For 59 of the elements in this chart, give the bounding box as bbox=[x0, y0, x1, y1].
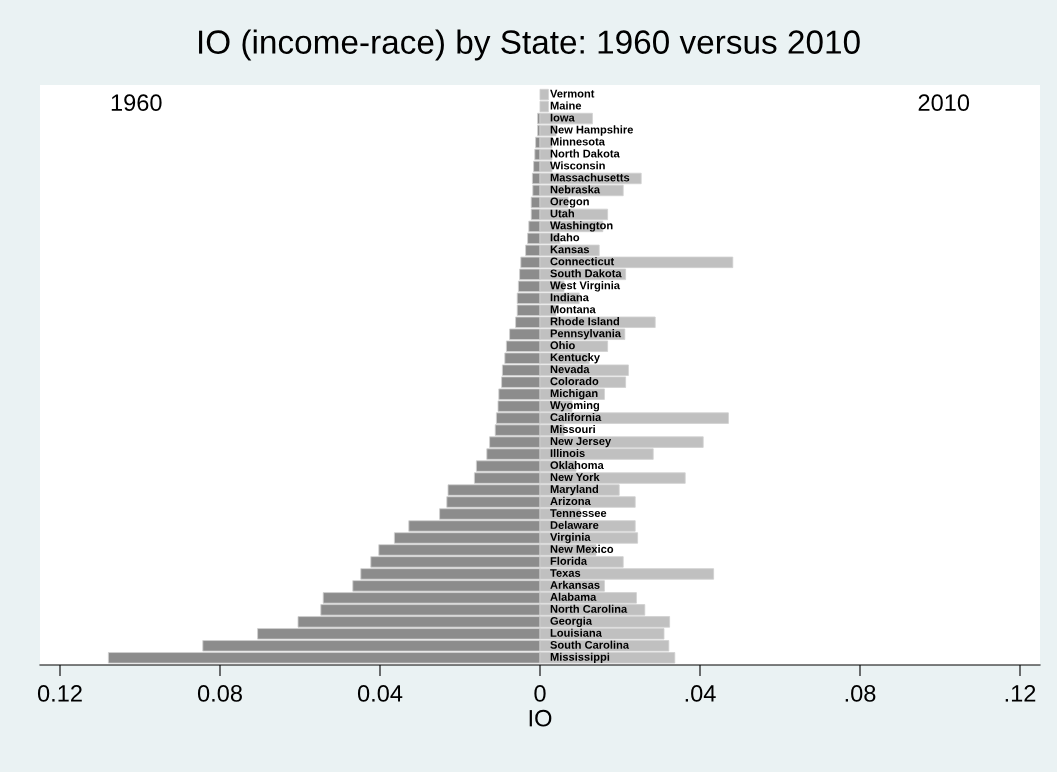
y-tick-label: North Carolina bbox=[550, 604, 628, 613]
y-tick-label: Wisconsin bbox=[550, 161, 605, 170]
y-tick-label: Georgia bbox=[550, 616, 593, 628]
y-tick-label: Delaware bbox=[550, 520, 599, 529]
y-tick-label: Tennessee bbox=[550, 509, 607, 517]
y-tick-label: Colorado bbox=[550, 377, 599, 386]
y-tick-label: Arizona bbox=[550, 496, 591, 506]
y-tick-label: Utah bbox=[550, 209, 574, 218]
y-tick-label: Idaho bbox=[550, 233, 580, 242]
x-tick-label: 0 bbox=[534, 685, 546, 702]
y-tick-label: Texas bbox=[550, 569, 581, 577]
y-tick-label: Nebraska bbox=[550, 185, 601, 194]
y-tick-label: New Hampshire bbox=[550, 125, 633, 136]
y-tick-label: Kentucky bbox=[550, 353, 600, 364]
y-tick-label: Iowa bbox=[550, 113, 575, 122]
y-tick-label: Connecticut bbox=[550, 257, 615, 266]
y-tick-label: Kansas bbox=[550, 245, 590, 254]
chart-title: IO (income-race) by State: 1960 versus 2010 bbox=[199, 29, 860, 61]
y-tick-label: Missouri bbox=[550, 424, 595, 434]
y-tick-label: Washington bbox=[550, 221, 613, 232]
y-tick-label: Vermont bbox=[550, 89, 595, 98]
y-tick-label: Virginia bbox=[550, 532, 591, 544]
y-tick-label: New Jersey bbox=[550, 437, 612, 448]
text: 2010 bbox=[918, 94, 970, 112]
y-tick-label: Mississippi bbox=[550, 652, 610, 663]
y-tick-label: Rhode Island bbox=[550, 317, 620, 326]
y-tick-label: New Mexico bbox=[550, 544, 614, 553]
y-tick-label: North Dakota bbox=[550, 149, 620, 158]
y-tick-label: Oregon bbox=[550, 197, 589, 208]
y-tick-label: New York bbox=[550, 472, 600, 482]
y-tick-label: Ohio bbox=[550, 341, 575, 350]
y-tick-label: Massachusetts bbox=[550, 173, 630, 182]
x-tick-label: 0.04 bbox=[357, 685, 403, 702]
y-tick-label: Alabama bbox=[550, 592, 597, 601]
y-tick-label: Maine bbox=[550, 101, 582, 110]
y-tick-label: Louisiana bbox=[550, 628, 602, 637]
y-tick-label: South Carolina bbox=[550, 640, 630, 649]
y-tick-label: Montana bbox=[550, 305, 596, 314]
y-tick-label: California bbox=[550, 412, 602, 422]
y-tick-label: Oklahoma bbox=[550, 460, 604, 470]
y-tick-label: Michigan bbox=[550, 388, 598, 400]
x-axis-title: IO bbox=[529, 709, 552, 727]
x-tick-label: .08 bbox=[845, 685, 876, 702]
x-tick-label: .04 bbox=[685, 685, 716, 702]
x-tick-label: .12 bbox=[1005, 685, 1036, 702]
y-tick-label: South Dakota bbox=[550, 269, 622, 278]
x-tick-label: 0.08 bbox=[197, 685, 242, 702]
x-tick-label: 0.12 bbox=[37, 685, 82, 702]
y-tick-label: Indiana bbox=[550, 293, 589, 302]
y-tick-label: Illinois bbox=[550, 448, 585, 458]
y-tick-label: Maryland bbox=[550, 484, 599, 496]
text: 1960 bbox=[111, 94, 162, 112]
y-tick-label: Pennsylvania bbox=[550, 329, 622, 340]
y-tick-label: Arkansas bbox=[550, 580, 600, 589]
y-tick-label: Nevada bbox=[550, 365, 590, 374]
y-tick-label: Wyoming bbox=[550, 400, 600, 412]
y-tick-label: West Virginia bbox=[550, 281, 621, 292]
y-tick-label: Florida bbox=[550, 556, 588, 565]
y-tick-label: Minnesota bbox=[550, 137, 606, 146]
